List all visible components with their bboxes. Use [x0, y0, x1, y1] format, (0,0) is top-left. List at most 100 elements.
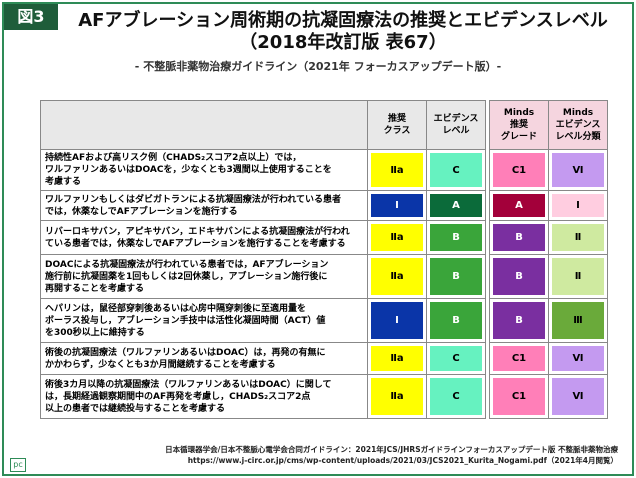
figure-label: 図3	[4, 4, 58, 30]
row-text-line: 持続性AFおよび高リスク例（CHADS₂スコア2点以上）では，	[45, 153, 302, 163]
rating-cell: C1	[489, 149, 549, 191]
row-text-line: 以上の患者では継続投与することを考慮する	[45, 403, 226, 414]
subtitle: - 不整脈非薬物治療ガイドライン（2021年 フォーカスアップデート版）-	[134, 60, 502, 73]
rating-cell: Ⅱa	[367, 374, 427, 419]
table-row: 術後の抗凝固療法（ワルファリンあるいはDOAC）は，再発の有無に かかわらず，少な…	[40, 342, 608, 375]
rating-badge: B	[493, 258, 545, 295]
rating-badge: B	[493, 302, 545, 339]
rating-cell: C1	[489, 342, 549, 375]
table-row: ヘパリンは，鼠径部穿刺後あるいは心房中隔穿刺後に至適用量を ボーラス投与し，アブレ…	[40, 298, 608, 343]
row-text-line: を300秒以上に維持する	[45, 327, 145, 338]
row-text-line: は，長期経過観察期間中のAF再発を考慮し，CHADS₂スコア2点	[45, 391, 311, 402]
row-text: ヘパリンは，鼠径部穿刺後あるいは心房中隔穿刺後に至適用量を ボーラス投与し，アブレ…	[40, 298, 368, 343]
column-header: Minds 推奨 グレード	[489, 100, 549, 150]
source-line: https://www.j-circ.or.jp/cms/wp-content/…	[187, 456, 618, 465]
rating-badge: Ⅲ	[552, 302, 604, 339]
rating-badge: C	[430, 346, 482, 371]
column-header: 推奨 クラス	[367, 100, 427, 150]
rating-cell: Ⅰ	[367, 190, 427, 221]
rating-badge: Ⅱa	[371, 378, 423, 415]
row-text-line: ヘパリンは，鼠径部穿刺後あるいは心房中隔穿刺後に至適用量を	[45, 303, 307, 314]
rating-cell: Ⅱ	[548, 220, 608, 255]
column-header: Minds エビデンス レベル分類	[548, 100, 608, 150]
rating-cell: Ⅱa	[367, 149, 427, 191]
header-row: 推奨 クラス エビデンス レベル Minds 推奨 グレード Minds エビデンス …	[40, 100, 608, 150]
title-line: AFアブレーション周術期の抗凝固療法の推奨とエビデンスレベル	[78, 10, 608, 31]
row-text-line: ワルファリンあるいはDOACを，少なくとも3週間以上使用することを	[45, 165, 332, 175]
rating-badge: Ⅰ	[371, 302, 423, 339]
rating-badge: Ⅱa	[371, 346, 423, 371]
rating-badge: A	[493, 194, 545, 217]
rating-badge: Ⅵ	[552, 153, 604, 187]
recommendation-table: 推奨 クラス エビデンス レベル Minds 推奨 グレード Minds エビデンス …	[40, 100, 608, 419]
rating-cell: Ⅰ	[548, 190, 608, 221]
row-text-line: 施行前に抗凝固薬を1回もしくは2回休薬し，アブレーション施行後に	[45, 271, 328, 282]
rating-cell: Ⅵ	[548, 149, 608, 191]
rating-cell: B	[489, 298, 549, 343]
rating-cell: C	[426, 342, 486, 375]
rating-badge: Ⅵ	[552, 378, 604, 415]
rating-badge: Ⅱa	[371, 153, 423, 187]
rating-badge: B	[430, 258, 482, 295]
rating-cell: Ⅲ	[548, 298, 608, 343]
row-text-line: ワルファリンもしくはダビガトランによる抗凝固療法が行われている患者	[45, 194, 342, 205]
table-row: リバーロキサバン，アピキサバン，エドキサバンによる抗凝固療法が行われ ている患者で…	[40, 220, 608, 255]
rating-badge: C1	[493, 378, 545, 415]
header-cell	[40, 100, 368, 150]
row-text: ワルファリンもしくはダビガトランによる抗凝固療法が行われている患者 では，休薬なし…	[40, 190, 368, 221]
rating-badge: A	[430, 194, 482, 217]
rating-cell: B	[426, 298, 486, 343]
rating-badge: C	[430, 378, 482, 415]
row-text-line: リバーロキサバン，アピキサバン，エドキサバンによる抗凝固療法が行われ	[45, 226, 350, 237]
row-text-line: 術後の抗凝固療法（ワルファリンあるいはDOAC）は，再発の有無に	[45, 347, 326, 358]
rating-badge: Ⅱa	[371, 224, 423, 251]
rating-cell: Ⅱa	[367, 254, 427, 299]
rating-cell: B	[489, 220, 549, 255]
row-text: リバーロキサバン，アピキサバン，エドキサバンによる抗凝固療法が行われ ている患者で…	[40, 220, 368, 255]
rating-cell: C	[426, 374, 486, 419]
rating-cell: Ⅱa	[367, 342, 427, 375]
rating-cell: Ⅱ	[548, 254, 608, 299]
source-line: 日本循環器学会/日本不整脈心電学会合同ガイドライン：2021年JCS/JHRSガ…	[165, 445, 618, 454]
rating-cell: C	[426, 149, 486, 191]
row-text-line: 考慮する	[45, 177, 82, 187]
rating-badge: Ⅱa	[371, 258, 423, 295]
rating-cell: Ⅵ	[548, 342, 608, 375]
table-row: 持続性AFおよび高リスク例（CHADS₂スコア2点以上）では， ワルファリンあるい…	[40, 149, 608, 191]
rating-cell: Ⅰ	[367, 298, 427, 343]
table-row: DOACによる抗凝固療法が行われている患者では，AFアブレーション 施行前に抗凝固…	[40, 254, 608, 299]
row-text: 持続性AFおよび高リスク例（CHADS₂スコア2点以上）では， ワルファリンあるい…	[40, 149, 368, 191]
rating-cell: C1	[489, 374, 549, 419]
rating-badge: C1	[493, 346, 545, 371]
rating-cell: B	[426, 254, 486, 299]
rating-badge: C	[430, 153, 482, 187]
row-text: 術後の抗凝固療法（ワルファリンあるいはDOAC）は，再発の有無に かかわらず，少な…	[40, 342, 368, 375]
source: 日本循環器学会/日本不整脈心電学会合同ガイドライン：2021年JCS/JHRSガ…	[165, 444, 618, 466]
rating-cell: A	[489, 190, 549, 221]
rating-badge: Ⅵ	[552, 346, 604, 371]
row-text: DOACによる抗凝固療法が行われている患者では，AFアブレーション 施行前に抗凝固…	[40, 254, 368, 299]
rating-badge: Ⅱ	[552, 258, 604, 295]
rating-badge: C1	[493, 153, 545, 187]
rating-cell: B	[489, 254, 549, 299]
row-text-line: ボーラス投与し，アブレーション手技中は活性化凝固時間（ACT）値	[45, 315, 326, 326]
rating-cell: Ⅵ	[548, 374, 608, 419]
rating-badge: Ⅰ	[552, 194, 604, 217]
row-text-line: では，休薬なしでAFアブレーションを施行する	[45, 206, 238, 217]
table-row: 術後3カ月以降の抗凝固療法（ワルファリンあるいはDOAC）に関して は，長期経過観…	[40, 374, 608, 419]
table-row: ワルファリンもしくはダビガトランによる抗凝固療法が行われている患者 では，休薬なし…	[40, 190, 608, 221]
row-text-line: DOACによる抗凝固療法が行われている患者では，AFアブレーション	[45, 259, 329, 270]
row-text-line: ている患者では，休薬なしでAFアブレーションを施行することを考慮する	[45, 238, 346, 249]
row-text-line: かかわらず，少なくとも3か月間継続することを考慮する	[45, 359, 276, 370]
rating-badge: B	[430, 302, 482, 339]
rating-badge: Ⅱ	[552, 224, 604, 251]
rating-cell: Ⅱa	[367, 220, 427, 255]
title: AFアブレーション周術期の抗凝固療法の推奨とエビデンスレベル （2018年改訂版 …	[64, 10, 622, 54]
logo: pc	[10, 458, 26, 472]
rating-badge: B	[493, 224, 545, 251]
title-line: （2018年改訂版 表67）	[239, 32, 447, 53]
row-text: 術後3カ月以降の抗凝固療法（ワルファリンあるいはDOAC）に関して は，長期経過観…	[40, 374, 368, 419]
column-header: エビデンス レベル	[426, 100, 486, 150]
